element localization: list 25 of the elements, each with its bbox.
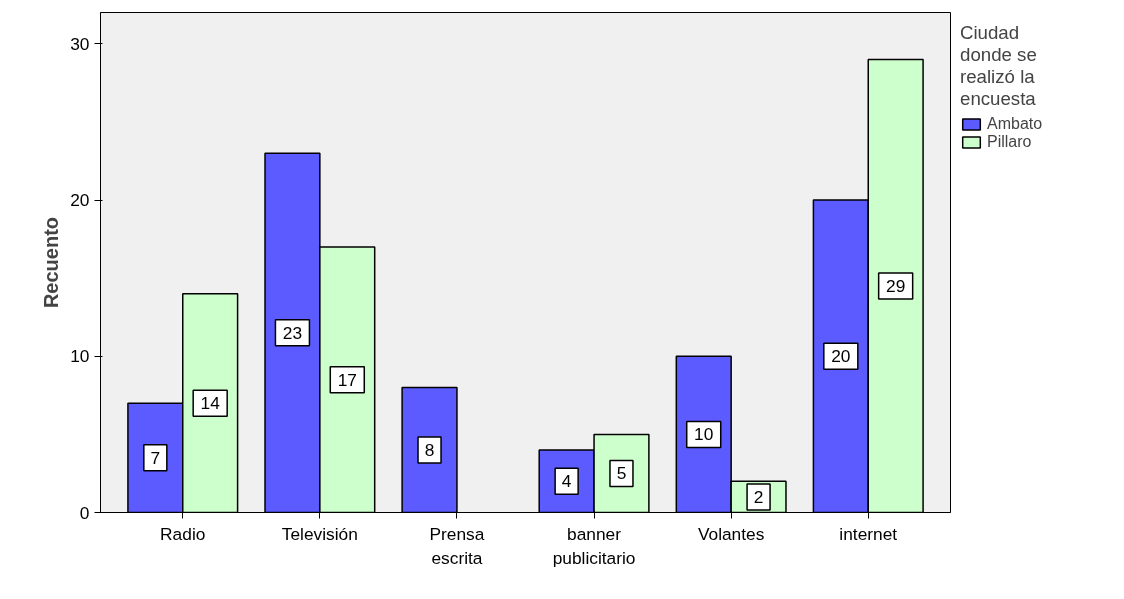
x-tick-label: Prensa escrita: [429, 523, 485, 568]
data-label: 7: [150, 447, 161, 468]
y-tick-label: 0: [79, 502, 90, 523]
y-tick-label: 10: [70, 346, 90, 367]
x-tick-label: Televisión: [281, 523, 358, 544]
data-label: 10: [694, 424, 714, 445]
legend-title: Ciudad donde se realizó la encuesta: [960, 22, 1038, 110]
y-tick-label: 20: [70, 190, 90, 210]
y-tick-label: 30: [70, 33, 90, 54]
y-axis-title: Recuento: [40, 216, 63, 309]
data-label: 23: [282, 322, 303, 343]
data-label: 8: [424, 440, 435, 460]
x-tick-label: Volantes: [697, 523, 765, 544]
x-tick-label: Radio: [160, 523, 206, 544]
x-tick-label: internet: [839, 523, 898, 544]
x-tick-label: banner publicitario: [552, 523, 636, 568]
data-label: 14: [200, 393, 221, 414]
legend-label: Pillaro: [987, 133, 1032, 151]
data-label: 17: [337, 369, 357, 390]
data-label: 2: [753, 486, 764, 507]
legend-label: Ambato: [987, 115, 1043, 133]
data-label: 4: [561, 471, 572, 492]
data-label: 20: [831, 346, 851, 367]
data-label: 29: [886, 275, 906, 296]
data-label: 5: [616, 463, 627, 484]
